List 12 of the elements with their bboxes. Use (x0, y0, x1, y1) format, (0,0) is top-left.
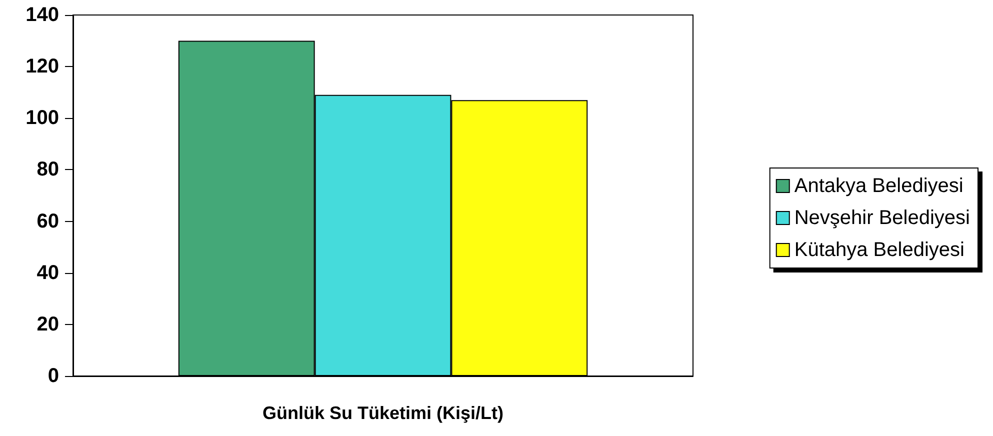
legend-label: Kütahya Belediyesi (794, 239, 964, 261)
y-tick-label: 80 (36, 158, 59, 181)
y-tick-label: 100 (26, 107, 59, 130)
x-tick-label: Günlük Su Tüketimi (Kişi/Lt) (262, 403, 504, 423)
y-tick-label: 0 (48, 365, 59, 387)
legend-label: Nevşehir Belediyesi (794, 207, 970, 229)
y-tick-label: 140 (26, 4, 59, 26)
y-tick-label: 40 (36, 262, 59, 284)
legend-label: Antakya Belediyesi (794, 175, 964, 197)
y-tick-label: 20 (36, 313, 59, 336)
y-tick-label: 120 (26, 56, 59, 78)
y-tick-label: 60 (36, 210, 59, 232)
